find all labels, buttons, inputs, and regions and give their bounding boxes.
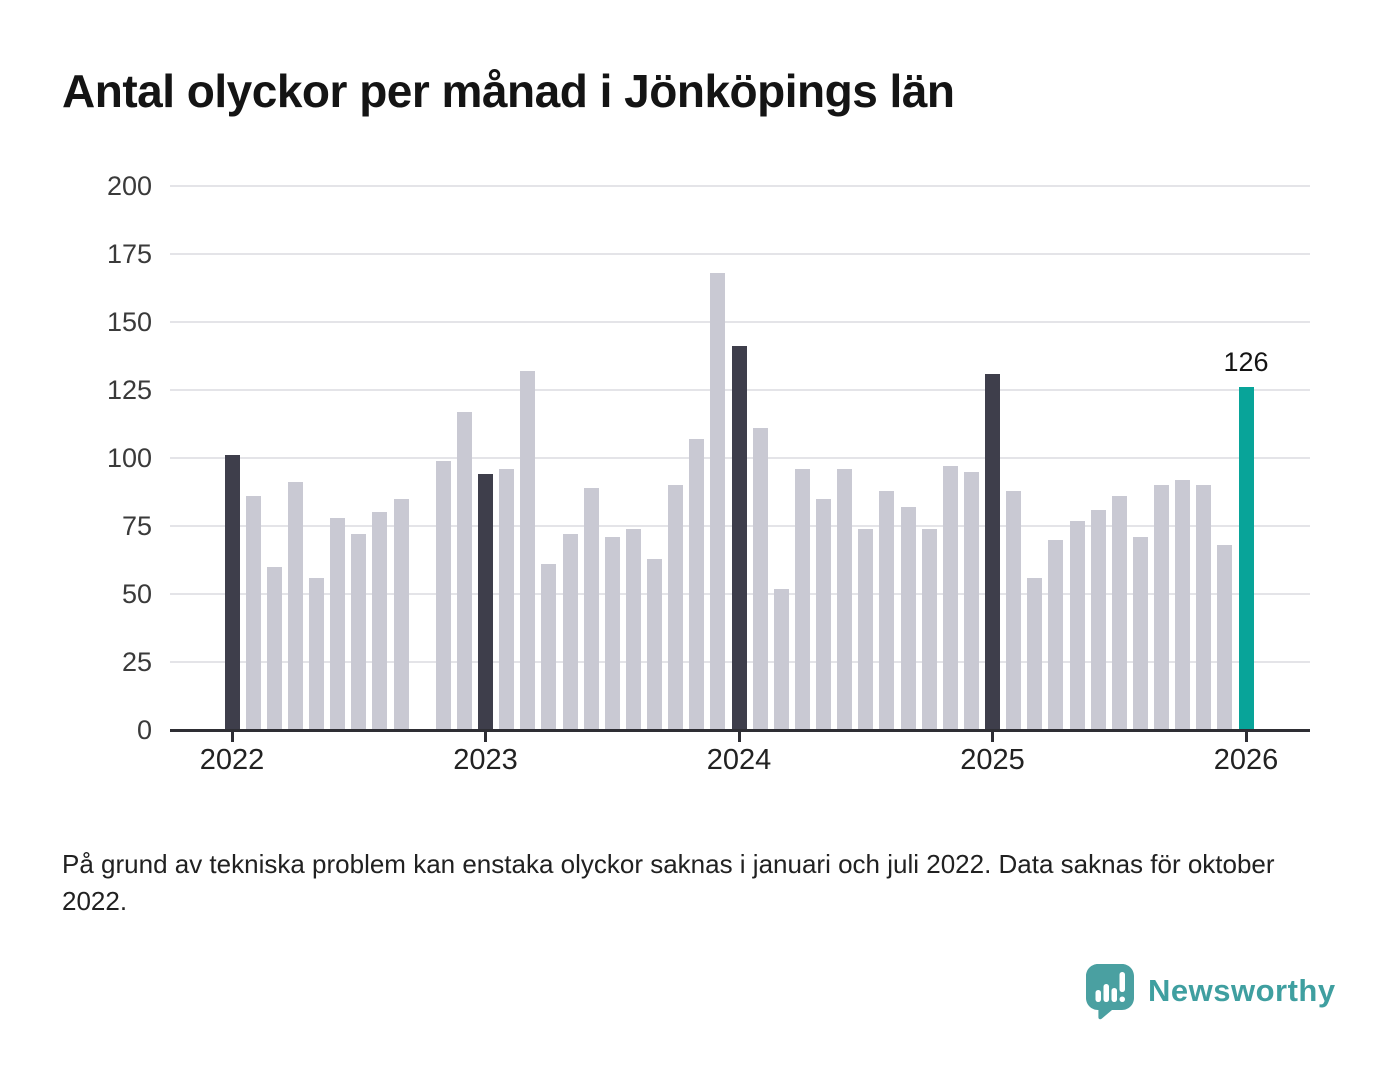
y-axis-tick-label: 200 (106, 171, 152, 201)
footnote: På grund av tekniska problem kan enstaka… (62, 849, 1275, 916)
bar-2023-11 (689, 438, 705, 730)
bar-2023-07 (604, 536, 620, 730)
x-axis-tick-label: 2025 (960, 744, 1025, 776)
x-axis-tick-label: 2026 (1213, 744, 1279, 776)
bar-2024-01 (731, 346, 747, 730)
bar-2024-10 (921, 528, 937, 730)
bar-2024-04 (794, 468, 810, 730)
y-axis-tick-label: 50 (121, 579, 152, 609)
bar-2025-10 (1175, 479, 1191, 730)
bar-2023-12 (710, 273, 726, 730)
bar-2023-04 (541, 564, 557, 730)
bar-2022-04 (287, 482, 303, 730)
x-axis-tick-label: 2022 (199, 744, 265, 776)
bar-2023-03 (520, 370, 536, 730)
bar-2025-03 (1027, 577, 1043, 730)
bar-2025-07 (1111, 496, 1127, 730)
bar-2025-02 (1006, 490, 1022, 730)
chart-title: Antal olyckor per månad i Jönköpings län (62, 65, 955, 117)
bar-2023-01 (478, 474, 493, 730)
y-axis-tick-label: 25 (121, 647, 152, 677)
bar-2022-12 (456, 411, 472, 730)
x-axis-tick-label: 2023 (453, 744, 518, 776)
y-axis-tick-label: 175 (106, 239, 152, 269)
gridline (170, 321, 1310, 323)
x-axis-tick (1244, 732, 1248, 742)
gridline (170, 185, 1310, 187)
bar-2023-08 (625, 528, 641, 730)
x-axis-tick (230, 732, 234, 742)
bar-2025-05 (1069, 520, 1085, 730)
bar-2022-01 (224, 455, 240, 730)
bar-2025-06 (1090, 509, 1106, 730)
y-axis-tick-label: 100 (106, 443, 152, 473)
x-axis-tick (991, 732, 994, 742)
bar-2024-05 (816, 498, 831, 730)
bar-2022-07 (351, 534, 367, 730)
bar-2023-02 (499, 468, 515, 730)
bar-2025-11 (1196, 485, 1212, 730)
bar-2025-04 (1048, 539, 1064, 730)
newsworthy-logo-icon (1086, 964, 1134, 1020)
bar-2024-02 (752, 428, 768, 730)
bar-2022-09 (393, 498, 409, 730)
bar-2023-06 (583, 487, 599, 730)
bar-2025-08 (1132, 536, 1148, 730)
bar-2024-12 (963, 471, 979, 730)
bar-value-label: 126 (1223, 347, 1269, 378)
bar-2023-10 (668, 485, 684, 730)
bar-2025-12 (1217, 545, 1233, 730)
bar-2023-09 (647, 558, 662, 730)
bar-2022-11 (435, 460, 451, 730)
bar-2024-07 (858, 528, 874, 730)
y-axis-tick-label: 75 (121, 511, 152, 541)
bar-2024-08 (879, 490, 895, 730)
bar-2022-02 (245, 496, 261, 730)
bar-2025-01 (985, 373, 1000, 730)
x-axis-tick-label: 2024 (706, 744, 772, 776)
bar-2026-01 (1238, 387, 1254, 730)
bar-2022-08 (372, 512, 388, 730)
bar-2025-09 (1154, 485, 1169, 730)
x-axis-line (170, 729, 1310, 732)
bar-2024-09 (900, 506, 916, 730)
bar-2022-03 (266, 566, 282, 730)
y-axis-tick-label: 125 (106, 375, 152, 405)
gridline (170, 253, 1310, 255)
x-axis-tick (737, 732, 741, 742)
x-axis-tick (484, 732, 487, 742)
bar-2024-11 (942, 466, 958, 730)
bar-2024-03 (773, 588, 789, 730)
bar-2022-06 (330, 517, 346, 730)
bar-2024-06 (837, 468, 853, 730)
newsworthy-logo-text: Newsworthy (1148, 973, 1336, 1008)
bar-2022-05 (309, 577, 324, 730)
y-axis-tick-label: 0 (136, 715, 152, 745)
y-axis-tick-label: 150 (106, 307, 152, 337)
newsworthy-logo: Newsworthy (1085, 960, 1336, 1022)
bar-2023-05 (562, 534, 578, 730)
